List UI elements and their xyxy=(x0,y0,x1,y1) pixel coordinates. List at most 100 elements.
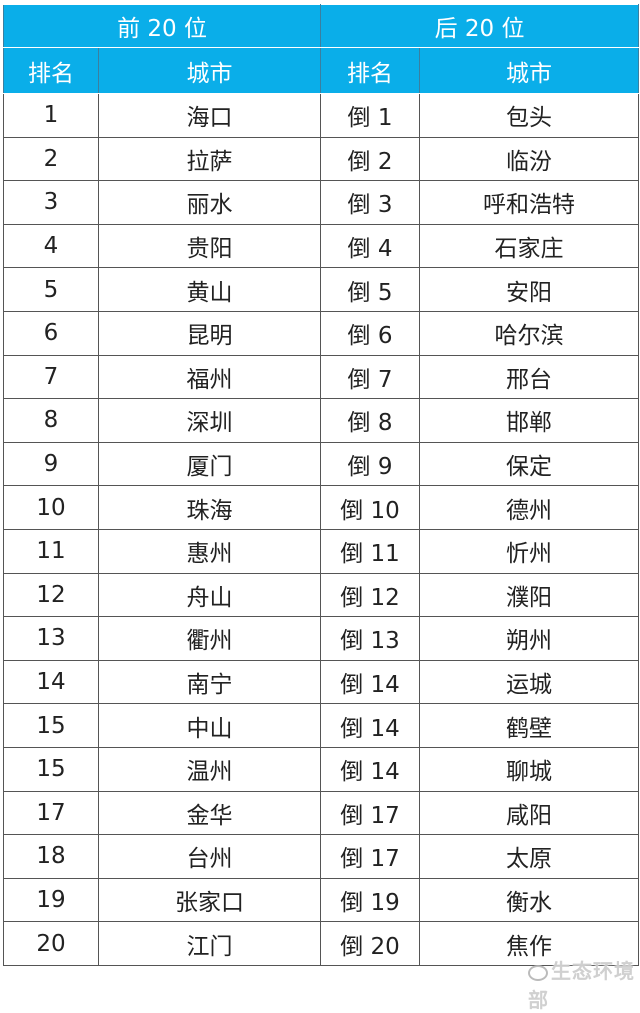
bottom-rank-cell: 倒 4 xyxy=(320,223,421,269)
city-header: 城市 xyxy=(419,47,640,94)
bottom-city-cell: 焦作 xyxy=(419,921,640,966)
table-row: 4 贵阳倒 4 石家庄 xyxy=(3,223,640,269)
top20-header: 前 20 位 xyxy=(2,4,322,48)
bottom-city-cell: 濮阳 xyxy=(419,572,640,618)
bottom-city-cell: 保定 xyxy=(419,441,640,487)
top-city-cell: 衢州 xyxy=(97,616,322,661)
bottom-rank-cell: 倒 20 xyxy=(320,921,421,966)
table-row: 9 厦门倒 9 保定 xyxy=(3,441,640,487)
bottom-rank-cell: 倒 2 xyxy=(320,136,421,182)
top-rank-cell: 20 xyxy=(3,921,99,966)
bottom20-header: 后 20 位 xyxy=(320,4,640,48)
table-row: 17 金华倒 17 咸阳 xyxy=(3,790,640,836)
top-city-cell: 江门 xyxy=(97,921,322,966)
bottom-city-cell: 德州 xyxy=(419,485,640,530)
top-city-cell: 金华 xyxy=(97,790,322,836)
bottom-rank-cell: 倒 14 xyxy=(320,703,421,748)
bottom-city-cell: 哈尔滨 xyxy=(419,310,640,356)
bottom-city-cell: 邢台 xyxy=(419,354,640,400)
bottom-rank-cell: 倒 8 xyxy=(320,398,421,443)
table-row: 13 衢州倒 13 朔州 xyxy=(3,616,640,661)
top-city-cell: 昆明 xyxy=(97,310,322,356)
bottom-city-cell: 运城 xyxy=(419,659,640,705)
bottom-rank-cell: 倒 17 xyxy=(320,834,421,879)
bottom-city-cell: 聊城 xyxy=(419,746,640,792)
bottom-rank-cell: 倒 10 xyxy=(320,485,421,530)
top-city-cell: 福州 xyxy=(97,354,322,400)
top-city-cell: 深圳 xyxy=(97,398,322,443)
top-rank-cell: 18 xyxy=(3,834,99,879)
bottom-city-cell: 衡水 xyxy=(419,877,640,923)
bottom-city-cell: 石家庄 xyxy=(419,223,640,269)
table-row: 14 南宁倒 14 运城 xyxy=(3,659,640,705)
bottom-city-cell: 呼和浩特 xyxy=(419,180,640,225)
table-row: 5 黄山倒 5 安阳 xyxy=(3,267,640,312)
bottom-city-cell: 朔州 xyxy=(419,616,640,661)
top-rank-cell: 15 xyxy=(3,703,99,748)
table-row: 6 昆明倒 6 哈尔滨 xyxy=(3,310,640,356)
table-row: 11 惠州倒 11 忻州 xyxy=(3,528,640,574)
bottom-rank-cell: 倒 7 xyxy=(320,354,421,400)
bottom-rank-cell: 倒 1 xyxy=(320,93,421,138)
top-rank-cell: 7 xyxy=(3,354,99,400)
table-row: 2 拉萨倒 2 临汾 xyxy=(3,136,640,182)
top-rank-cell: 1 xyxy=(3,93,99,138)
top-city-cell: 黄山 xyxy=(97,267,322,312)
bottom-rank-cell: 倒 11 xyxy=(320,528,421,574)
bottom-city-cell: 鹤壁 xyxy=(419,703,640,748)
top-city-cell: 南宁 xyxy=(97,659,322,705)
city-header: 城市 xyxy=(97,47,322,94)
group-header-row: 前 20 位 后 20 位 xyxy=(2,4,640,48)
bottom-city-cell: 安阳 xyxy=(419,267,640,312)
top-city-cell: 贵阳 xyxy=(97,223,322,269)
top-city-cell: 惠州 xyxy=(97,528,322,574)
rank-header: 排名 xyxy=(320,47,421,94)
bottom-city-cell: 邯郸 xyxy=(419,398,640,443)
top-rank-cell: 15 xyxy=(3,746,99,792)
top-city-cell: 台州 xyxy=(97,834,322,879)
top-city-cell: 海口 xyxy=(97,93,322,138)
bottom-rank-cell: 倒 12 xyxy=(320,572,421,618)
table-row: 19 张家口倒 19 衡水 xyxy=(3,877,640,923)
table-row: 3 丽水倒 3 呼和浩特 xyxy=(3,180,640,225)
rank-header: 排名 xyxy=(3,47,99,94)
bottom-rank-cell: 倒 6 xyxy=(320,310,421,356)
top-rank-cell: 3 xyxy=(3,180,99,225)
top-city-cell: 张家口 xyxy=(97,877,322,923)
top-rank-cell: 17 xyxy=(3,790,99,836)
top-rank-cell: 6 xyxy=(3,310,99,356)
column-header-row: 排名 城市 排名 城市 xyxy=(3,47,640,94)
top-city-cell: 温州 xyxy=(97,746,322,792)
table-row: 12 舟山倒 12 濮阳 xyxy=(3,572,640,618)
weibo-icon xyxy=(528,964,548,981)
top-rank-cell: 10 xyxy=(3,485,99,530)
city-ranking-table: 前 20 位 后 20 位 排名 城市 排名 城市 1 海口倒 1 包头 2 拉萨倒 2… xyxy=(2,4,640,966)
bottom-rank-cell: 倒 17 xyxy=(320,790,421,836)
bottom-city-cell: 忻州 xyxy=(419,528,640,574)
top-rank-cell: 12 xyxy=(3,572,99,618)
bottom-city-cell: 临汾 xyxy=(419,136,640,182)
top-rank-cell: 14 xyxy=(3,659,99,705)
top-rank-cell: 11 xyxy=(3,528,99,574)
top-city-cell: 厦门 xyxy=(97,441,322,487)
table-row: 15 温州倒 14 聊城 xyxy=(3,746,640,792)
bottom-rank-cell: 倒 9 xyxy=(320,441,421,487)
table-row: 10 珠海倒 10 德州 xyxy=(3,485,640,530)
bottom-rank-cell: 倒 19 xyxy=(320,877,421,923)
bottom-city-cell: 咸阳 xyxy=(419,790,640,836)
top-rank-cell: 8 xyxy=(3,398,99,443)
bottom-rank-cell: 倒 13 xyxy=(320,616,421,661)
bottom-rank-cell: 倒 5 xyxy=(320,267,421,312)
table-row: 15 中山倒 14 鹤壁 xyxy=(3,703,640,748)
watermark: 生态环境部 xyxy=(528,955,640,1013)
top-city-cell: 舟山 xyxy=(97,572,322,618)
table-row: 20 江门倒 20 焦作 xyxy=(3,921,640,966)
top-rank-cell: 4 xyxy=(3,223,99,269)
bottom-rank-cell: 倒 14 xyxy=(320,746,421,792)
bottom-rank-cell: 倒 14 xyxy=(320,659,421,705)
top-rank-cell: 5 xyxy=(3,267,99,312)
top-rank-cell: 19 xyxy=(3,877,99,923)
table-row: 7 福州倒 7 邢台 xyxy=(3,354,640,400)
top-city-cell: 拉萨 xyxy=(97,136,322,182)
top-rank-cell: 13 xyxy=(3,616,99,661)
